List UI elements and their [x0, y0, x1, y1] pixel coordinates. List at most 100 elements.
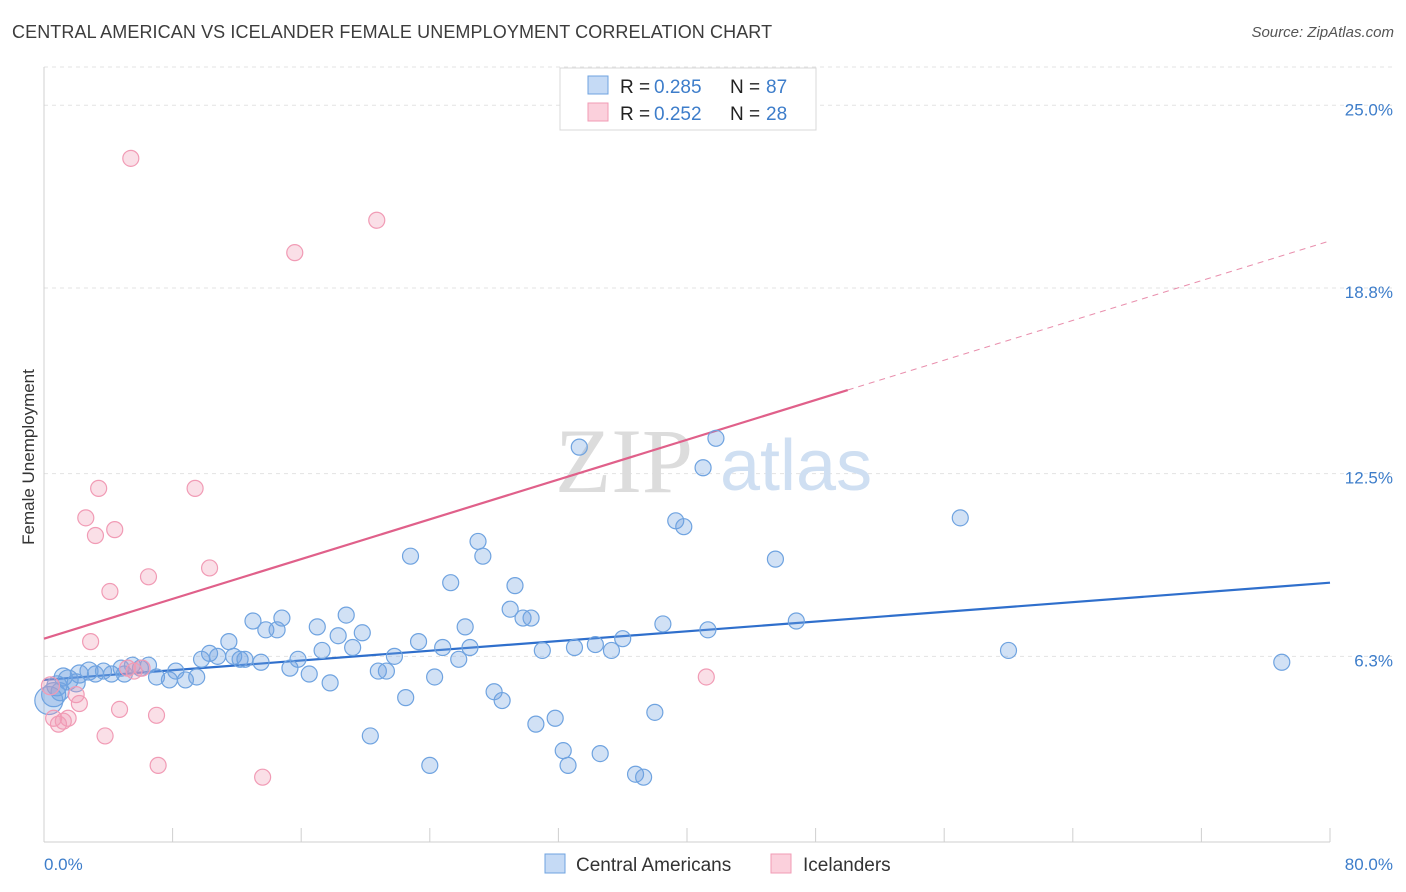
icelanders-point-9	[86, 526, 105, 545]
central-americans-point-68	[546, 709, 564, 727]
central-americans-point-76	[614, 630, 632, 648]
central-americans-point-36	[300, 665, 318, 683]
x-tick-label-max: 80.0%	[1345, 855, 1393, 874]
central-americans-point-56	[456, 618, 474, 636]
icelanders-trend-line	[43, 388, 849, 640]
central-americans-point-75	[602, 641, 621, 660]
central-americans-point-57	[461, 638, 479, 657]
icelanders-trend-line-extension	[847, 240, 1331, 391]
icelanders-point-14	[110, 700, 129, 718]
icelanders-point-5	[67, 686, 85, 704]
y-axis-title: Female Unemployment	[19, 369, 38, 545]
central-americans-point-90	[1273, 653, 1291, 671]
icelanders-point-3	[54, 712, 72, 730]
icelanders-point-27	[697, 668, 715, 686]
central-americans-point-58	[469, 532, 487, 551]
central-americans-point-28	[236, 650, 254, 668]
y-tick-label-3: 25.0%	[1345, 100, 1393, 119]
legend-r-label-1: R =	[620, 104, 650, 125]
central-americans-point-85	[707, 429, 725, 447]
icelanders-point-0	[40, 676, 61, 696]
icelanders-point-18	[133, 659, 151, 677]
central-americans-point-62	[501, 600, 519, 618]
y-tick-label-1: 12.5%	[1345, 469, 1393, 488]
central-americans-point-52	[426, 668, 444, 686]
central-americans-point-20	[176, 671, 195, 689]
correlation-legend: R = 0.285 N = 87 R = 0.252 N = 28	[559, 67, 817, 131]
x-tick-label-min: 0.0%	[44, 855, 83, 874]
central-americans-point-33	[273, 609, 291, 627]
data-points	[34, 149, 1291, 786]
series-legend-label-icelanders: Icelanders	[803, 855, 891, 876]
central-americans-point-51	[421, 756, 439, 774]
central-americans-point-84	[699, 621, 717, 639]
legend-n-label-1: N =	[730, 104, 760, 125]
central-americans-point-25	[220, 633, 238, 651]
central-americans-point-44	[361, 727, 379, 745]
central-americans-point-48	[397, 689, 415, 707]
icelanders-point-13	[106, 521, 124, 539]
central-americans-point-41	[337, 606, 355, 624]
central-americans-point-39	[321, 674, 339, 692]
icelanders-point-6	[70, 694, 88, 713]
central-americans-point-49	[401, 547, 420, 565]
central-americans-point-71	[565, 638, 584, 657]
legend-r-label-0: R =	[620, 77, 650, 98]
central-americans-point-82	[675, 518, 693, 536]
central-americans-point-63	[506, 577, 524, 595]
watermark-atlas: atlas	[720, 426, 872, 506]
icelanders-point-17	[122, 149, 140, 167]
central-americans-point-24	[209, 647, 227, 665]
central-americans-point-78	[634, 768, 653, 786]
central-americans-point-30	[252, 653, 270, 671]
icelanders-point-10	[90, 479, 108, 497]
icelanders-point-8	[82, 633, 100, 651]
central-americans-point-80	[654, 615, 672, 633]
central-americans-point-67	[533, 641, 551, 660]
y-tick-label-0: 6.3%	[1354, 651, 1393, 670]
central-americans-point-50	[409, 633, 428, 651]
central-americans-point-29	[244, 612, 262, 630]
icelanders-point-2	[49, 715, 68, 733]
central-americans-point-46	[377, 662, 395, 680]
central-americans-point-74	[591, 744, 609, 763]
central-americans-point-47	[385, 647, 404, 665]
central-americans-point-72	[570, 438, 588, 456]
central-americans-point-70	[559, 756, 577, 774]
central-americans-point-65	[522, 609, 540, 627]
legend-n-value-0: 87	[766, 77, 787, 98]
central-americans-point-79	[646, 703, 664, 721]
central-americans-point-54	[442, 574, 460, 592]
central-americans-point-66	[527, 715, 545, 733]
chart-source: Source: ZipAtlas.com	[1251, 24, 1394, 41]
icelanders-point-22	[186, 479, 204, 497]
central-americans-point-27	[231, 650, 249, 668]
central-americans-point-42	[344, 638, 362, 657]
central-americans-point-89	[999, 641, 1018, 660]
icelanders-point-23	[200, 559, 219, 577]
legend-r-value-0: 0.285	[654, 77, 702, 98]
icelanders-point-20	[147, 706, 166, 724]
watermark-zip: ZIP	[555, 410, 693, 512]
central-americans-point-69	[554, 742, 572, 760]
series-legend-swatch-icelanders	[770, 853, 792, 874]
icelanders-point-26	[368, 211, 386, 229]
icelanders-point-12	[101, 582, 119, 601]
central-americans-point-61	[493, 691, 511, 710]
central-americans-point-73	[586, 635, 604, 654]
trend-lines	[43, 240, 1331, 682]
central-americans-point-43	[353, 624, 371, 642]
central-americans-point-86	[766, 550, 785, 568]
icelanders-point-25	[286, 244, 304, 262]
legend-swatch-icelanders	[587, 102, 609, 122]
legend-swatch-central-americans	[587, 75, 609, 95]
central-americans-point-40	[329, 627, 347, 645]
gridlines	[44, 66, 1393, 657]
central-americans-point-37	[308, 618, 326, 636]
central-americans-trend-line	[43, 581, 1331, 682]
central-americans-point-88	[951, 509, 969, 527]
legend-n-value-1: 28	[766, 104, 787, 125]
icelanders-point-4	[59, 709, 77, 727]
series-legend: Central Americans Icelanders	[544, 853, 891, 876]
